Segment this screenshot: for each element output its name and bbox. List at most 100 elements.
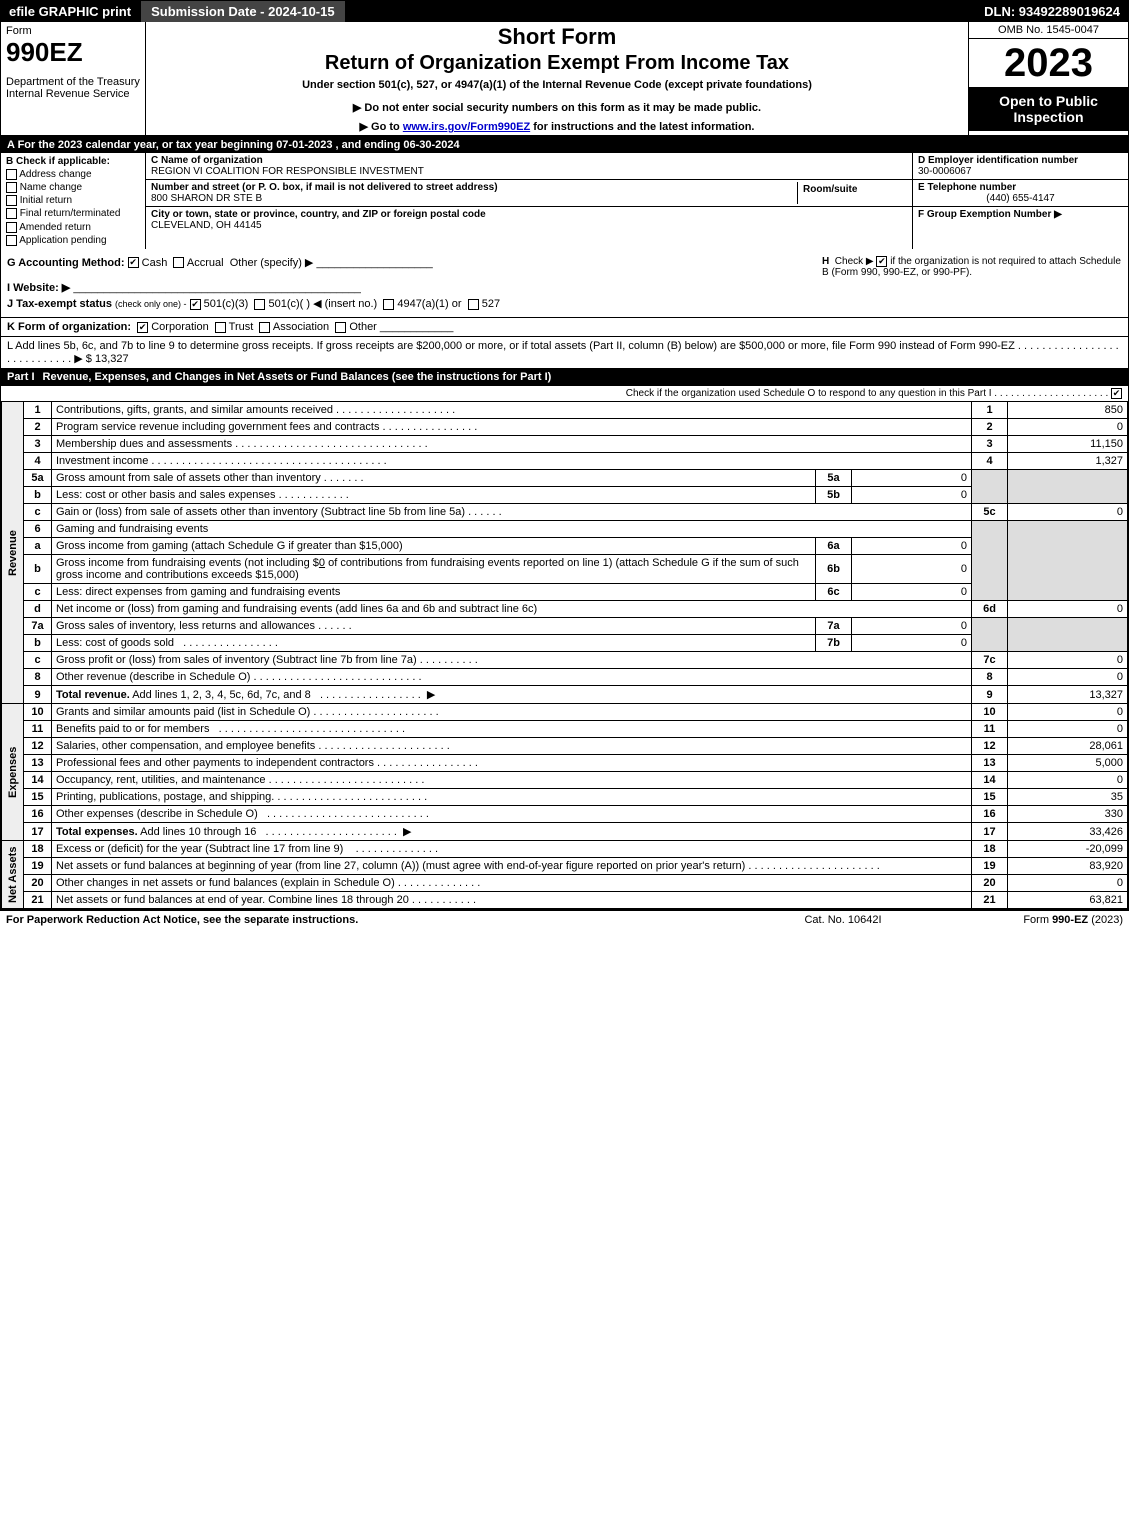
cb-trust[interactable]: [215, 322, 226, 333]
expenses-label: Expenses: [2, 704, 24, 841]
line-5a-val: 0: [852, 470, 972, 487]
cb-other[interactable]: [335, 322, 346, 333]
line-4-val: 1,327: [1008, 453, 1128, 470]
cb-application-pending[interactable]: Application pending: [6, 235, 140, 246]
header-left: Form 990EZ Department of the TreasuryInt…: [1, 22, 146, 135]
line-20-text: Other changes in net assets or fund bala…: [52, 875, 972, 892]
line-5c-text: Gain or (loss) from sale of assets other…: [52, 504, 972, 521]
line-13-val: 5,000: [1008, 755, 1128, 772]
cb-cash[interactable]: ✔: [128, 257, 139, 268]
cb-final-return[interactable]: Final return/terminated: [6, 208, 140, 219]
line-2-val: 0: [1008, 419, 1128, 436]
j-tax-exempt: J Tax-exempt status (check only one) - ✔…: [7, 297, 1122, 310]
line-6c-text: Less: direct expenses from gaming and fu…: [52, 584, 816, 601]
line-6d-val: 0: [1008, 601, 1128, 618]
line-6b-text: Gross income from fundraising events (no…: [52, 555, 816, 584]
part-1-title: Revenue, Expenses, and Changes in Net As…: [43, 371, 1122, 383]
col-c: C Name of organization REGION VI COALITI…: [146, 153, 913, 249]
line-7c-text: Gross profit or (loss) from sales of inv…: [52, 652, 972, 669]
line-1-num: 1: [24, 402, 52, 419]
revenue-label: Revenue: [2, 402, 24, 704]
col-def: D Employer identification number 30-0006…: [913, 153, 1128, 249]
e-phone-value: (440) 655-4147: [918, 193, 1123, 204]
line-14-val: 0: [1008, 772, 1128, 789]
line-10-val: 0: [1008, 704, 1128, 721]
page-footer: For Paperwork Reduction Act Notice, see …: [0, 910, 1129, 929]
subtitle-1: Under section 501(c), 527, or 4947(a)(1)…: [152, 79, 962, 91]
row-a-calendar: A For the 2023 calendar year, or tax yea…: [1, 137, 1128, 153]
line-3-text: Membership dues and assessments . . . . …: [52, 436, 972, 453]
line-15-text: Printing, publications, postage, and shi…: [52, 789, 972, 806]
subtitle-2: ▶ Do not enter social security numbers o…: [152, 101, 962, 114]
section-bcdef: B Check if applicable: Address change Na…: [1, 153, 1128, 249]
cb-amended-return[interactable]: Amended return: [6, 222, 140, 233]
line-8-text: Other revenue (describe in Schedule O) .…: [52, 669, 972, 686]
line-7b-val: 0: [852, 635, 972, 652]
line-18-val: -20,099: [1008, 841, 1128, 858]
dept-label: Department of the TreasuryInternal Reven…: [6, 76, 140, 100]
line-11-val: 0: [1008, 721, 1128, 738]
submission-date: Submission Date - 2024-10-15: [141, 1, 345, 22]
irs-link[interactable]: www.irs.gov/Form990EZ: [403, 121, 530, 133]
form-word: Form: [6, 25, 140, 37]
cb-address-change[interactable]: Address change: [6, 169, 140, 180]
k-form-org: K Form of organization: ✔ Corporation Tr…: [1, 317, 1128, 336]
dln-label: DLN: 93492289019624: [976, 1, 1128, 22]
tax-year: 2023: [969, 39, 1128, 87]
line-2-text: Program service revenue including govern…: [52, 419, 972, 436]
h-check: H Check ▶ ✔ if the organization is not r…: [822, 256, 1122, 278]
cb-initial-return[interactable]: Initial return: [6, 195, 140, 206]
d-ein-value: 30-0006067: [918, 166, 971, 177]
line-7a-text: Gross sales of inventory, less returns a…: [52, 618, 816, 635]
line-6c-val: 0: [852, 584, 972, 601]
line-9-text: Total revenue. Add lines 1, 2, 3, 4, 5c,…: [52, 686, 972, 704]
line-12-text: Salaries, other compensation, and employ…: [52, 738, 972, 755]
header-right: OMB No. 1545-0047 2023 Open to Public In…: [968, 22, 1128, 135]
line-19-val: 83,920: [1008, 858, 1128, 875]
cb-4947[interactable]: [383, 299, 394, 310]
cb-schedule-o[interactable]: ✔: [1111, 388, 1122, 399]
city-value: CLEVELAND, OH 44145: [151, 220, 262, 231]
line-9-val: 13,327: [1008, 686, 1128, 704]
part-1-header: Part I Revenue, Expenses, and Changes in…: [1, 368, 1128, 386]
omb-number: OMB No. 1545-0047: [969, 22, 1128, 39]
cb-name-change[interactable]: Name change: [6, 182, 140, 193]
b-label: B Check if applicable:: [6, 156, 110, 167]
cb-h[interactable]: ✔: [876, 256, 887, 267]
ghij-section: G Accounting Method: ✔ Cash Accrual Othe…: [1, 249, 1128, 317]
footer-cat: Cat. No. 10642I: [743, 914, 943, 926]
line-8-val: 0: [1008, 669, 1128, 686]
efile-label[interactable]: efile GRAPHIC print: [1, 1, 139, 22]
part-1-label: Part I: [7, 371, 43, 383]
line-20-val: 0: [1008, 875, 1128, 892]
line-18-text: Excess or (deficit) for the year (Subtra…: [52, 841, 972, 858]
line-7b-text: Less: cost of goods sold . . . . . . . .…: [52, 635, 816, 652]
line-6-text: Gaming and fundraising events: [52, 521, 972, 538]
line-3-val: 11,150: [1008, 436, 1128, 453]
line-5b-val: 0: [852, 487, 972, 504]
cb-501c[interactable]: [254, 299, 265, 310]
line-12-val: 28,061: [1008, 738, 1128, 755]
cb-accrual[interactable]: [173, 257, 184, 268]
main-title: Return of Organization Exempt From Incom…: [152, 52, 962, 75]
line-15-val: 35: [1008, 789, 1128, 806]
cb-corp[interactable]: ✔: [137, 322, 148, 333]
line-7c-val: 0: [1008, 652, 1128, 669]
line-5c-val: 0: [1008, 504, 1128, 521]
line-10-text: Grants and similar amounts paid (list in…: [52, 704, 972, 721]
line-19-text: Net assets or fund balances at beginning…: [52, 858, 972, 875]
netassets-label: Net Assets: [2, 841, 24, 909]
line-1-col: 1: [972, 402, 1008, 419]
line-5a-text: Gross amount from sale of assets other t…: [52, 470, 816, 487]
open-to-public: Open to Public Inspection: [969, 87, 1128, 131]
cb-assoc[interactable]: [259, 322, 270, 333]
line-17-val: 33,426: [1008, 823, 1128, 841]
d-ein-label: D Employer identification number: [918, 155, 1078, 166]
line-21-text: Net assets or fund balances at end of ye…: [52, 892, 972, 909]
line-6a-text: Gross income from gaming (attach Schedul…: [52, 538, 816, 555]
cb-501c3[interactable]: ✔: [190, 299, 201, 310]
cb-527[interactable]: [468, 299, 479, 310]
e-phone-label: E Telephone number: [918, 182, 1016, 193]
top-bar: efile GRAPHIC print Submission Date - 20…: [1, 1, 1128, 22]
street-label: Number and street (or P. O. box, if mail…: [151, 182, 498, 193]
